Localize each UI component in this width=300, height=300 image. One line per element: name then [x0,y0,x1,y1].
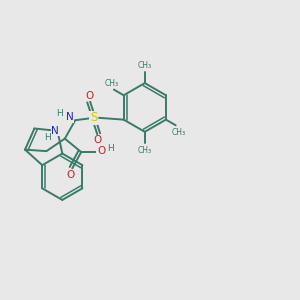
Text: N: N [51,126,59,136]
Text: O: O [67,170,75,180]
Text: CH₃: CH₃ [172,128,186,137]
Text: CH₃: CH₃ [138,61,152,70]
Text: N: N [66,112,74,122]
Text: H: H [107,144,114,153]
Text: CH₃: CH₃ [105,79,119,88]
Text: CH₃: CH₃ [138,146,152,155]
Text: O: O [94,135,102,145]
Text: O: O [85,91,94,100]
Text: O: O [97,146,105,156]
Text: S: S [90,111,98,124]
Text: H: H [56,109,63,118]
Text: H: H [45,133,51,142]
